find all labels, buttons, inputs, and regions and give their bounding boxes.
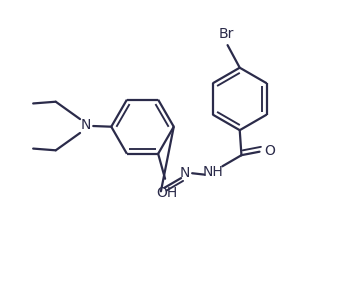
Text: N: N — [81, 117, 92, 132]
Text: Br: Br — [218, 27, 233, 41]
Text: N: N — [180, 166, 190, 180]
Text: OH: OH — [156, 186, 178, 200]
Text: NH: NH — [203, 165, 223, 179]
Text: O: O — [265, 144, 276, 158]
